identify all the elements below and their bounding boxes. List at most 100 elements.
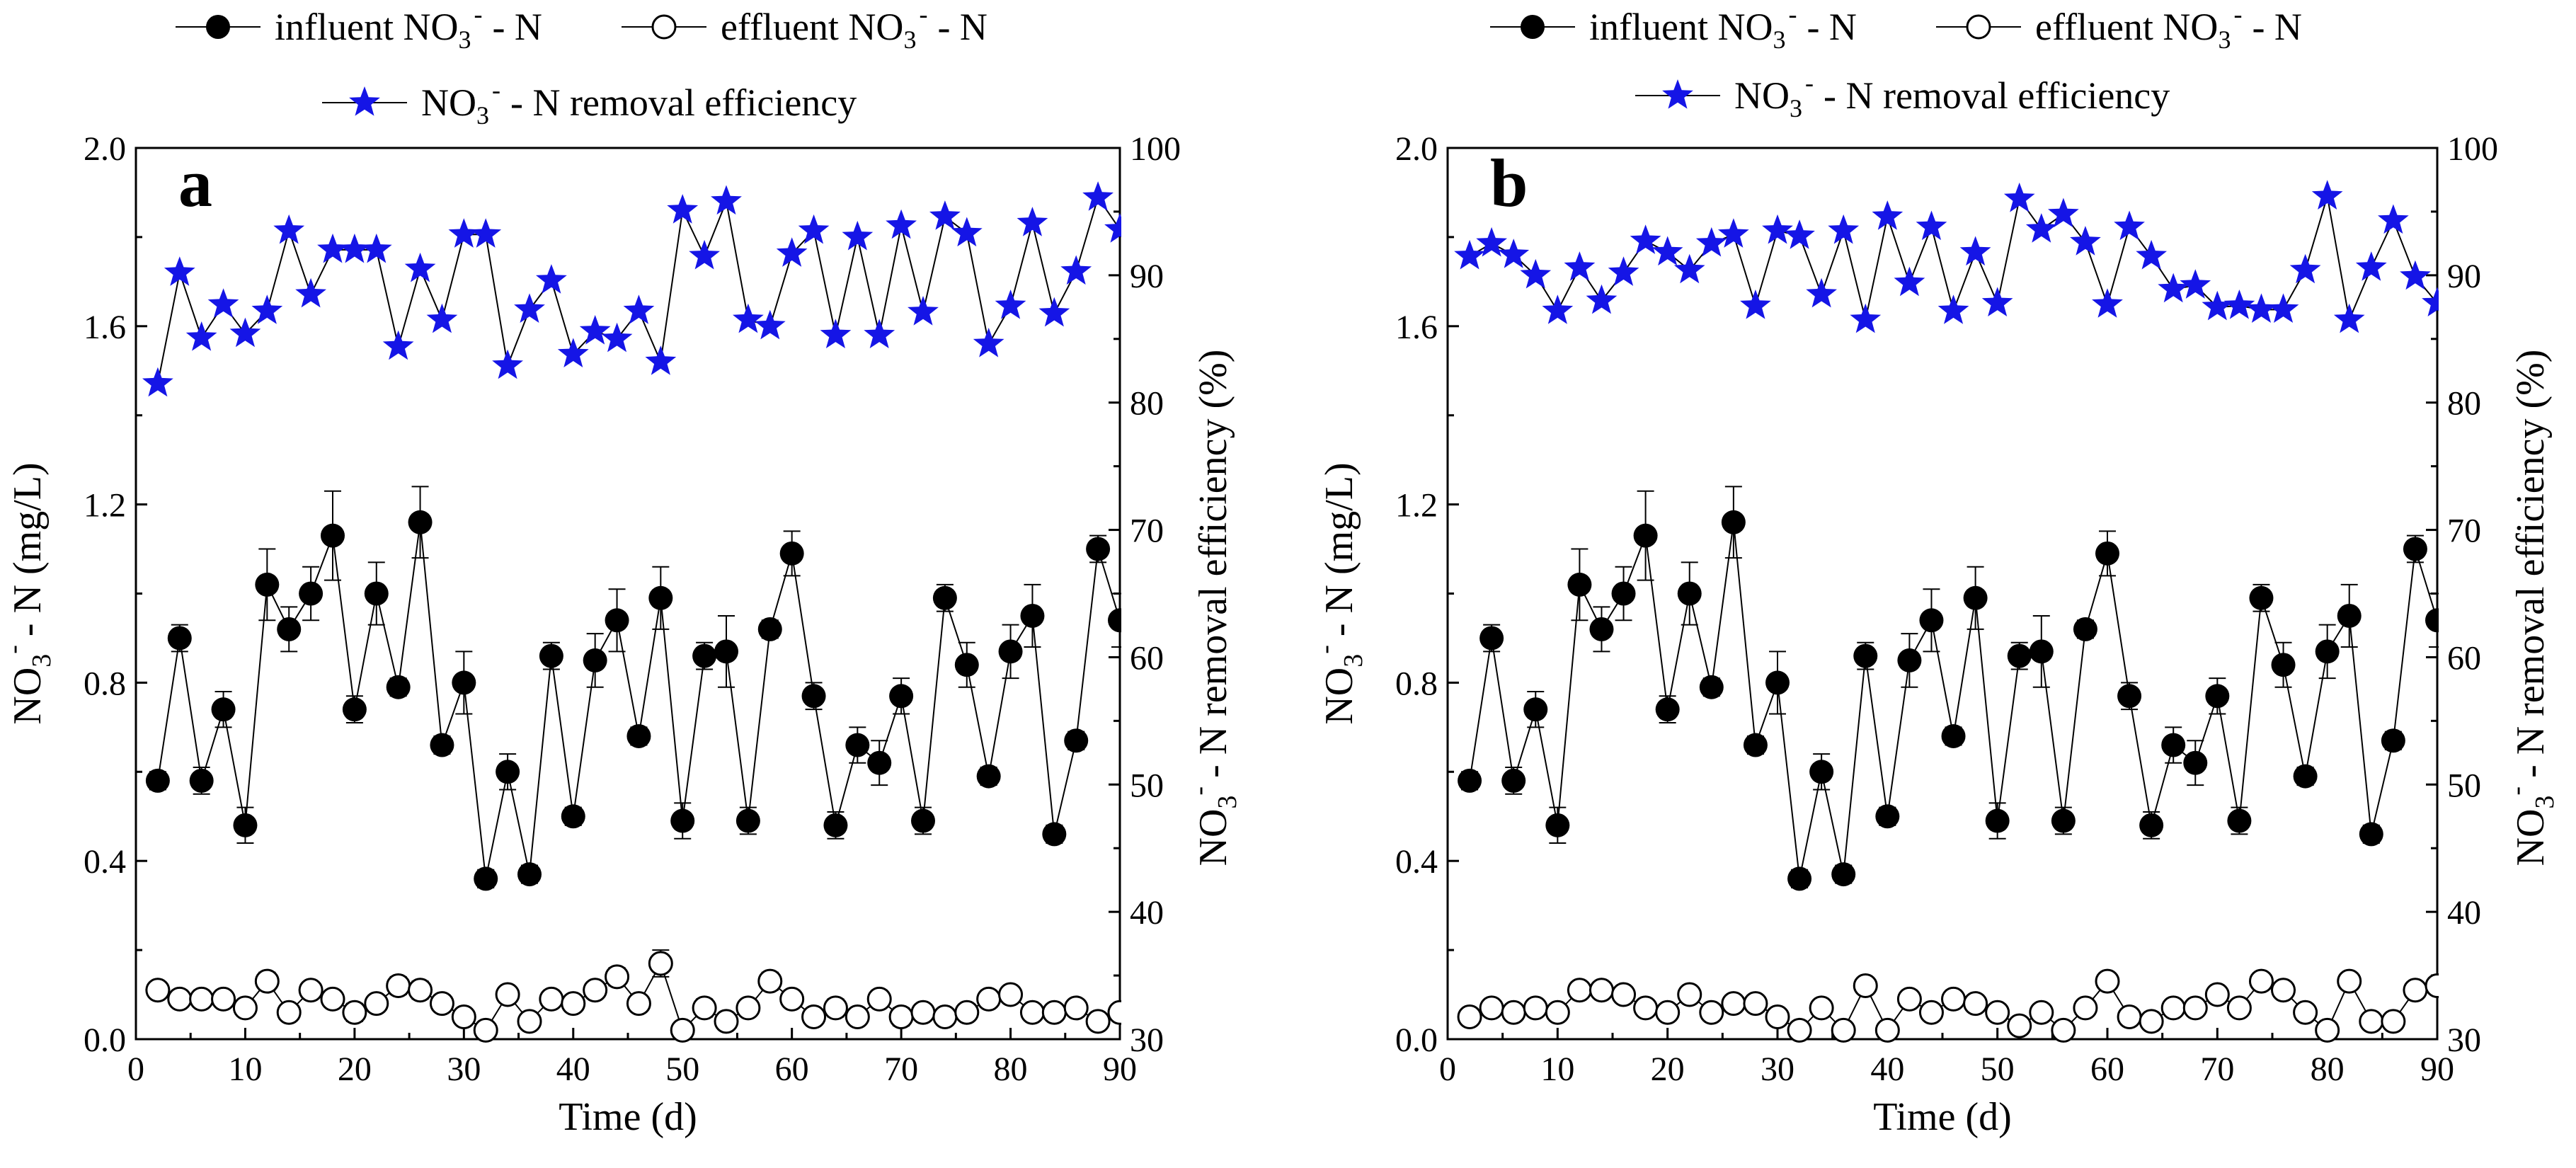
- y-tick-label: 2.0: [84, 130, 126, 168]
- data-point: [605, 608, 629, 633]
- data-point: [2025, 213, 2057, 243]
- data-point: [1038, 297, 1070, 327]
- data-point: [757, 617, 782, 641]
- data-point: [583, 648, 607, 672]
- data-point: [757, 968, 783, 994]
- data-point: [1743, 991, 1768, 1017]
- data-point: [1520, 258, 1552, 289]
- data-point: [823, 813, 848, 837]
- data-point: [2267, 293, 2299, 323]
- data-point: [1476, 227, 1507, 257]
- data-point: [536, 264, 567, 294]
- data-point: [2070, 226, 2101, 256]
- data-point: [1673, 253, 1705, 284]
- y-right-tick-label: 70: [2447, 513, 2481, 550]
- data-point: [2117, 1004, 2142, 1030]
- data-point: [142, 367, 173, 397]
- data-point: [1501, 1000, 1526, 1025]
- x-tick-label: 30: [447, 1050, 481, 1088]
- data-point: [1588, 978, 1614, 1003]
- legend: influent NO3- - N effluent NO3- - N NO3- - N …: [1490, 0, 2302, 122]
- legend-efficiency-label: NO3- - N removal efficiency: [421, 76, 857, 130]
- series-influent: [145, 486, 1121, 891]
- data-point: [733, 303, 764, 333]
- data-point: [866, 986, 892, 1012]
- data-point: [167, 986, 193, 1012]
- data-point: [2333, 303, 2365, 333]
- data-point: [1020, 603, 1045, 628]
- chart-panel-a: 0 10 20 30 40 50 60 70 80 90 0.0 0.4 0.8 1.2 1.6 2.0 30 4…: [0, 0, 1242, 1139]
- data-point: [908, 296, 939, 326]
- data-point: [448, 218, 480, 248]
- data-point: [386, 675, 411, 699]
- data-point: [185, 321, 217, 351]
- y-tick-label: 1.6: [1395, 309, 1438, 346]
- data-point: [1677, 982, 1702, 1007]
- data-point: [1545, 1000, 1570, 1025]
- data-point: [776, 237, 808, 267]
- data-point: [2182, 995, 2208, 1021]
- data-point: [754, 309, 786, 340]
- data-point: [254, 968, 280, 994]
- data-point: [2202, 290, 2233, 321]
- data-point: [667, 194, 699, 224]
- series-effluent: [145, 949, 1121, 1043]
- data-point: [2403, 978, 2428, 1003]
- data-point: [820, 319, 852, 348]
- data-point: [408, 510, 433, 534]
- data-point: [2293, 764, 2318, 789]
- y-right-tick-label: 60: [1130, 639, 1164, 677]
- x-tick-label: 80: [2311, 1050, 2345, 1088]
- data-point: [2007, 643, 2032, 668]
- data-point: [1963, 991, 1988, 1017]
- data-point: [539, 986, 564, 1012]
- y-tick-label: 0.0: [1395, 1021, 1438, 1059]
- data-point: [2249, 585, 2274, 610]
- data-point: [1633, 995, 1659, 1021]
- data-point: [1630, 224, 1661, 254]
- data-point: [360, 233, 392, 263]
- data-point: [1085, 1009, 1111, 1034]
- data-point: [711, 185, 742, 215]
- x-tick-label: 60: [775, 1050, 809, 1088]
- data-point: [2160, 995, 2186, 1021]
- data-point: [426, 303, 458, 333]
- data-point: [2311, 180, 2343, 210]
- data-point: [2226, 995, 2252, 1021]
- y-axis-title: NO3-- N (mg/L): [0, 462, 57, 724]
- data-point: [1042, 822, 1067, 847]
- x-axis-title: Time (d): [1873, 1095, 2012, 1139]
- data-point: [1104, 213, 1121, 243]
- data-point: [1479, 995, 1504, 1021]
- y-right-tick-label: 100: [2447, 130, 2498, 168]
- data-point: [1457, 1004, 1482, 1030]
- data-point: [517, 1009, 542, 1034]
- data-point: [2359, 1009, 2384, 1034]
- data-point: [295, 277, 326, 308]
- data-point: [801, 1004, 827, 1030]
- data-point: [2425, 608, 2439, 633]
- data-point: [276, 1000, 302, 1025]
- data-point: [1677, 581, 1702, 606]
- data-point: [255, 572, 280, 597]
- data-point: [1523, 995, 1548, 1021]
- data-point: [408, 978, 433, 1003]
- data-point: [801, 684, 826, 709]
- data-point: [2029, 639, 2054, 664]
- y-right-tick-label: 30: [2447, 1021, 2481, 1059]
- data-point: [1809, 760, 1834, 784]
- data-point: [211, 697, 236, 722]
- data-point: [605, 964, 630, 990]
- legend-efficiency-label: NO3- - N removal efficiency: [1734, 69, 2170, 122]
- y-right-tick-label: 100: [1130, 130, 1181, 168]
- y-tick-label: 0.8: [84, 665, 126, 702]
- x-tick-label: 50: [665, 1050, 699, 1088]
- x-tick-label: 20: [338, 1050, 372, 1088]
- data-point: [2337, 968, 2362, 994]
- data-point: [1082, 181, 1114, 211]
- data-point: [539, 643, 563, 668]
- data-point: [2139, 813, 2164, 837]
- data-point: [1108, 608, 1121, 633]
- data-point: [1959, 236, 1991, 266]
- data-point: [342, 1000, 367, 1025]
